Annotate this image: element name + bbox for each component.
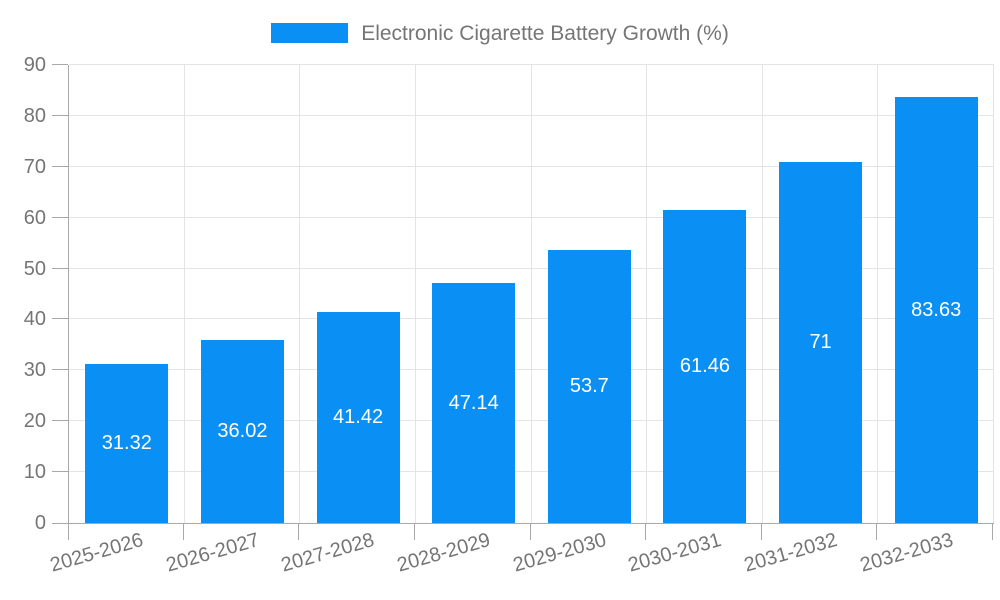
legend-swatch	[271, 23, 349, 43]
x-axis-tick	[876, 523, 878, 540]
gridline-horizontal	[69, 165, 994, 167]
y-axis-tick	[52, 216, 68, 218]
bar[interactable]: 41.42	[316, 312, 400, 523]
bar-value-label: 47.14	[448, 391, 499, 414]
plot-area: 31.32 36.02 41.42 47.14 53.7 61.46 71 83.63	[52, 64, 994, 524]
gridline-vertical	[993, 65, 994, 523]
bar[interactable]: 31.32	[85, 363, 169, 523]
y-axis-tick-label: 10	[23, 461, 46, 484]
x-axis-label: 2028-2029	[394, 529, 493, 577]
x-axis-label: 2030-2031	[625, 529, 725, 577]
x-axis-label: 2025-2026	[47, 529, 146, 577]
y-axis-tick-label: 60	[23, 206, 46, 229]
bar[interactable]: 61.46	[663, 210, 747, 523]
bar-value-label: 36.02	[217, 419, 268, 442]
x-axis-tick	[529, 523, 531, 540]
gridline-horizontal	[69, 369, 994, 371]
x-axis-label: 2029-2030	[510, 529, 609, 577]
gridline-horizontal	[69, 267, 994, 269]
x-axis-tick	[992, 523, 993, 540]
gridline-vertical	[761, 65, 763, 523]
y-axis-tick-label: 70	[23, 155, 46, 178]
gridline-vertical	[530, 65, 532, 523]
x-axis: 2025-2026 2026-2027 2027-2028 2028-2029 2029…	[48, 523, 993, 600]
gridline-vertical	[299, 65, 301, 523]
x-axis-tick	[68, 523, 69, 540]
bar[interactable]: 47.14	[432, 283, 516, 523]
x-axis-tick	[760, 523, 762, 540]
bar[interactable]: 36.02	[200, 339, 284, 523]
x-axis-label: 2032-2033	[857, 529, 956, 577]
bar-value-label: 31.32	[101, 431, 152, 454]
gridline-horizontal	[69, 420, 994, 422]
y-axis-tick	[52, 64, 68, 65]
x-axis-label: 2027-2028	[279, 529, 378, 577]
y-axis: 0 10 20 30 40 50 60 70 80 90	[0, 54, 46, 534]
bar-value-label: 41.42	[333, 406, 384, 429]
y-axis-tick-label: 90	[23, 54, 46, 76]
x-axis-tick	[645, 523, 647, 540]
y-axis-tick-label: 0	[34, 512, 46, 534]
gridline-vertical	[646, 65, 648, 523]
bar-value-label: 83.63	[911, 298, 962, 321]
gridline-vertical	[414, 65, 416, 523]
y-axis-tick	[52, 165, 68, 167]
y-axis-tick-label: 40	[23, 308, 46, 331]
y-axis-tick	[52, 267, 68, 269]
gridline-horizontal	[69, 318, 994, 320]
y-axis-tick	[52, 114, 68, 116]
y-axis-tick	[52, 523, 68, 524]
bar[interactable]: 71	[779, 161, 863, 523]
x-axis-tick	[413, 523, 415, 540]
bar[interactable]: 53.7	[547, 249, 631, 523]
y-axis-tick-label: 80	[23, 104, 46, 127]
bar-value-label: 71	[809, 330, 832, 353]
x-axis-tick	[298, 523, 300, 540]
y-axis-tick	[52, 420, 68, 422]
x-axis-tick	[182, 523, 184, 540]
gridline-horizontal	[69, 471, 994, 473]
gridline-vertical	[183, 65, 185, 523]
bar-value-label: 61.46	[679, 355, 730, 378]
bar-value-label: 53.7	[569, 374, 609, 397]
gridline-vertical	[877, 65, 879, 523]
legend-label: Electronic Cigarette Battery Growth (%)	[361, 21, 729, 45]
gridline-horizontal	[69, 64, 994, 65]
y-axis-tick	[52, 369, 68, 371]
y-axis-tick-label: 20	[23, 410, 46, 433]
y-axis-tick-label: 30	[23, 359, 46, 382]
gridline-horizontal	[69, 114, 994, 116]
y-axis-tick-label: 50	[23, 257, 46, 280]
y-axis-tick	[52, 318, 68, 320]
x-axis-label: 2026-2027	[163, 529, 262, 577]
chart-legend[interactable]: Electronic Cigarette Battery Growth (%)	[0, 18, 1000, 48]
x-axis-label: 2031-2032	[741, 529, 840, 577]
gridline-horizontal	[69, 216, 994, 218]
y-axis-tick	[52, 471, 68, 473]
bar[interactable]: 83.63	[894, 97, 978, 523]
